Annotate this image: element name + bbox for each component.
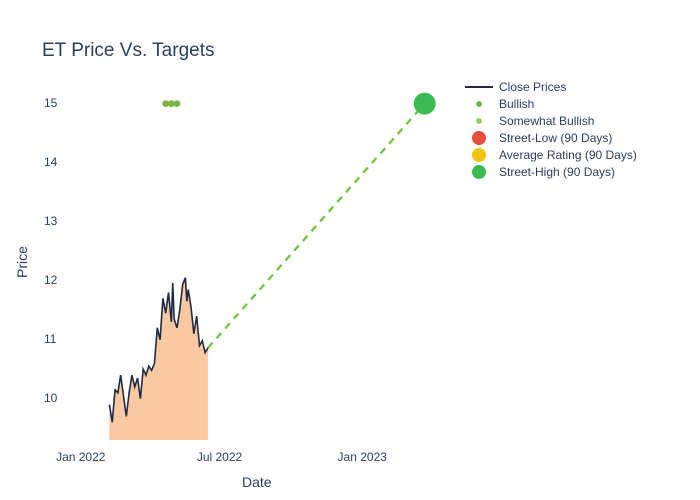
y-tick-label: 10 xyxy=(44,391,57,405)
x-axis-label: Date xyxy=(242,474,272,490)
legend: Close Prices Bullish Somewhat Bullish Stree… xyxy=(465,80,637,182)
legend-label: Bullish xyxy=(499,97,534,111)
chart-title: ET Price Vs. Targets xyxy=(42,40,214,62)
y-tick-label: 12 xyxy=(44,273,57,287)
legend-item: Close Prices xyxy=(465,80,637,94)
x-tick-label: Jul 2022 xyxy=(197,450,242,464)
y-tick-label: 11 xyxy=(44,332,56,346)
legend-label: Somewhat Bullish xyxy=(499,114,594,128)
legend-label: Street-High (90 Days) xyxy=(499,165,615,179)
legend-label: Street-Low (90 Days) xyxy=(499,131,612,145)
legend-dot-swatch xyxy=(476,118,482,124)
y-tick-label: 14 xyxy=(44,155,57,169)
legend-item: Bullish xyxy=(465,97,637,111)
legend-line-swatch xyxy=(465,86,493,88)
y-axis-label: Price xyxy=(14,246,30,278)
legend-dot-swatch xyxy=(472,165,486,179)
legend-item: Street-Low (90 Days) xyxy=(465,131,637,145)
legend-item: Somewhat Bullish xyxy=(465,114,637,128)
x-tick-label: Jan 2023 xyxy=(338,450,387,464)
legend-dot-swatch xyxy=(476,101,482,107)
bullish-marker xyxy=(174,100,181,107)
chart-plot-area xyxy=(70,80,450,440)
legend-dot-swatch xyxy=(472,131,486,145)
x-tick-label: Jan 2022 xyxy=(56,450,105,464)
projection-line xyxy=(208,104,425,348)
legend-label: Close Prices xyxy=(499,80,566,94)
price-area xyxy=(109,278,208,440)
legend-dot-swatch xyxy=(472,148,486,162)
legend-label: Average Rating (90 Days) xyxy=(499,148,637,162)
street-high-marker xyxy=(414,93,436,115)
y-tick-label: 13 xyxy=(44,214,57,228)
legend-item: Street-High (90 Days) xyxy=(465,165,637,179)
legend-item: Average Rating (90 Days) xyxy=(465,148,637,162)
y-tick-label: 15 xyxy=(44,96,57,110)
